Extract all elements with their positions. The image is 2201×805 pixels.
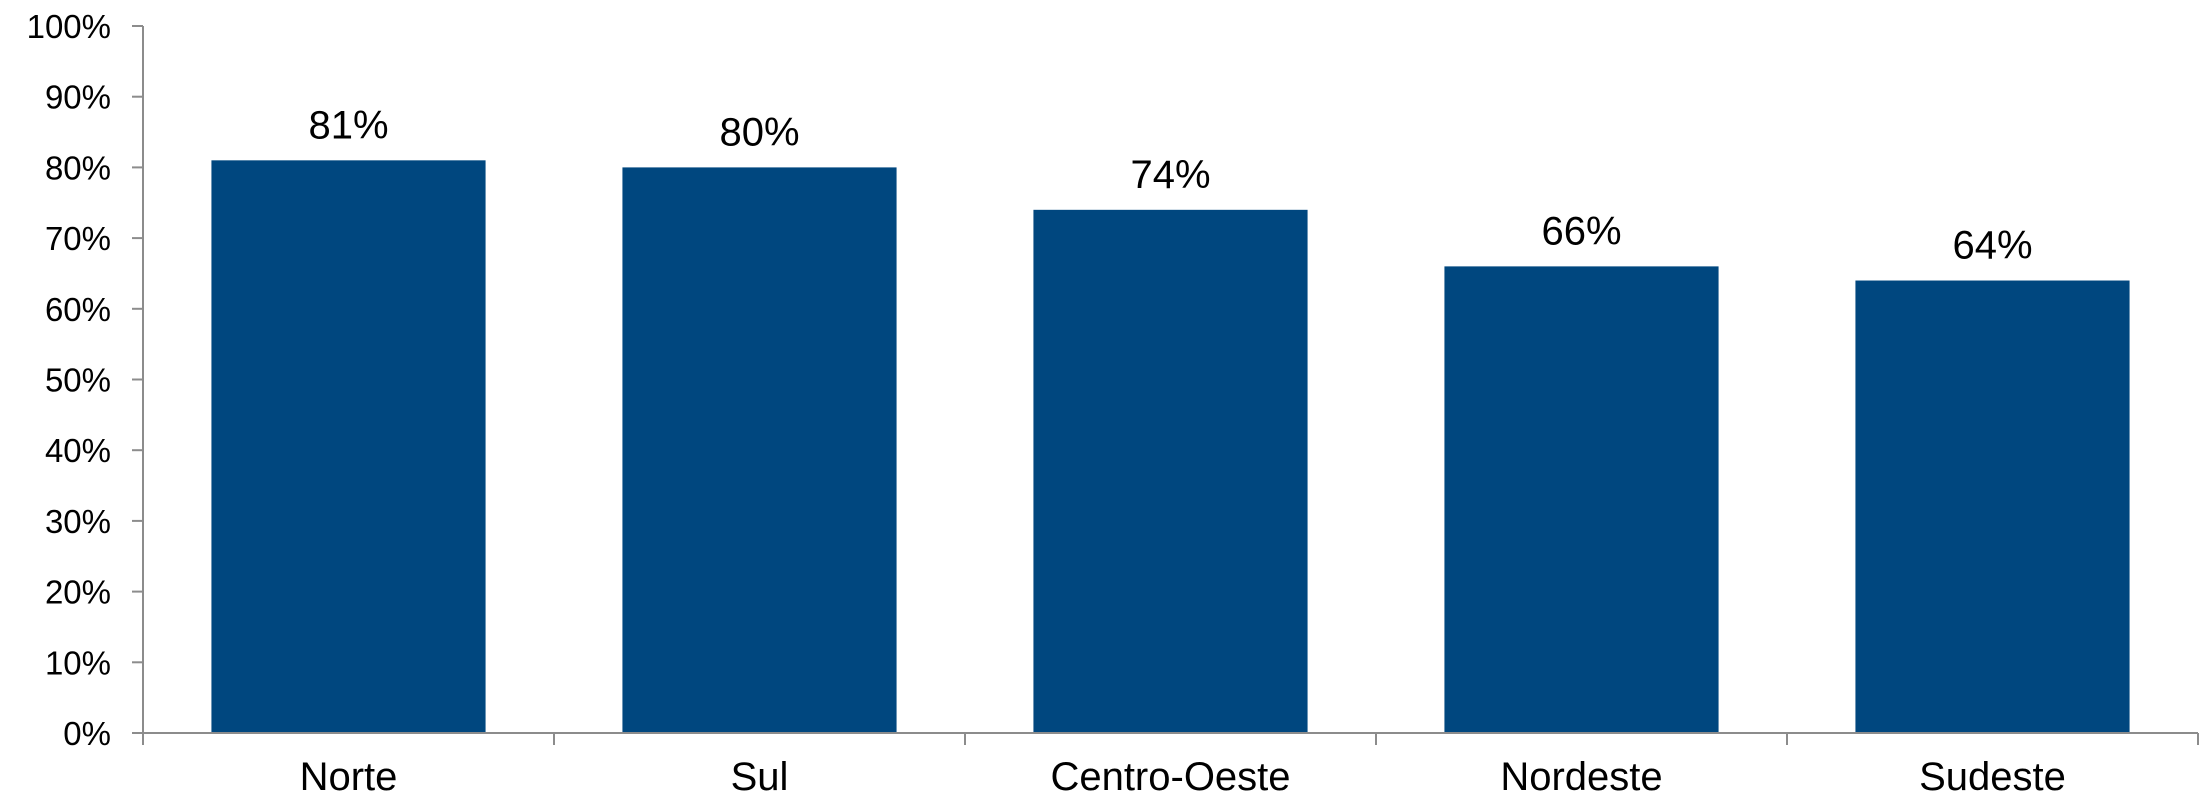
bar-nordeste [1444, 266, 1719, 733]
bar-centro-oeste [1033, 209, 1308, 733]
y-axis-ticks: 0% 10% 20% 30% 40% 50% 60% 70% 80% 90% 100% [27, 8, 143, 752]
data-label: 81% [308, 103, 388, 147]
bar-norte [211, 160, 486, 733]
data-label: 64% [1952, 224, 2032, 268]
y-tick-label: 50% [45, 362, 111, 399]
data-label: 80% [719, 110, 799, 154]
category-label: Norte [300, 755, 398, 799]
x-axis-ticks [142, 733, 2199, 745]
y-tick-label: 40% [45, 432, 111, 469]
data-labels: 81% 80% 74% 66% 64% [308, 103, 2032, 267]
category-label: Centro-Oeste [1050, 755, 1290, 799]
bar-sudeste [1855, 280, 2130, 733]
category-label: Nordeste [1500, 755, 1662, 799]
bar-sul [622, 167, 897, 733]
y-tick-label: 10% [45, 644, 111, 681]
y-tick-label: 90% [45, 79, 111, 116]
y-tick-label: 0% [63, 715, 111, 752]
category-label: Sudeste [1919, 755, 2066, 799]
y-tick-label: 60% [45, 291, 111, 328]
bars [211, 160, 2130, 733]
y-tick-label: 20% [45, 574, 111, 611]
category-labels: Norte Sul Centro-Oeste Nordeste Sudeste [300, 755, 2066, 799]
data-label: 66% [1541, 209, 1621, 253]
category-label: Sul [731, 755, 789, 799]
y-tick-label: 70% [45, 220, 111, 257]
data-label: 74% [1130, 153, 1210, 197]
y-tick-label: 80% [45, 149, 111, 186]
y-tick-label: 30% [45, 503, 111, 540]
y-tick-label: 100% [27, 8, 111, 45]
